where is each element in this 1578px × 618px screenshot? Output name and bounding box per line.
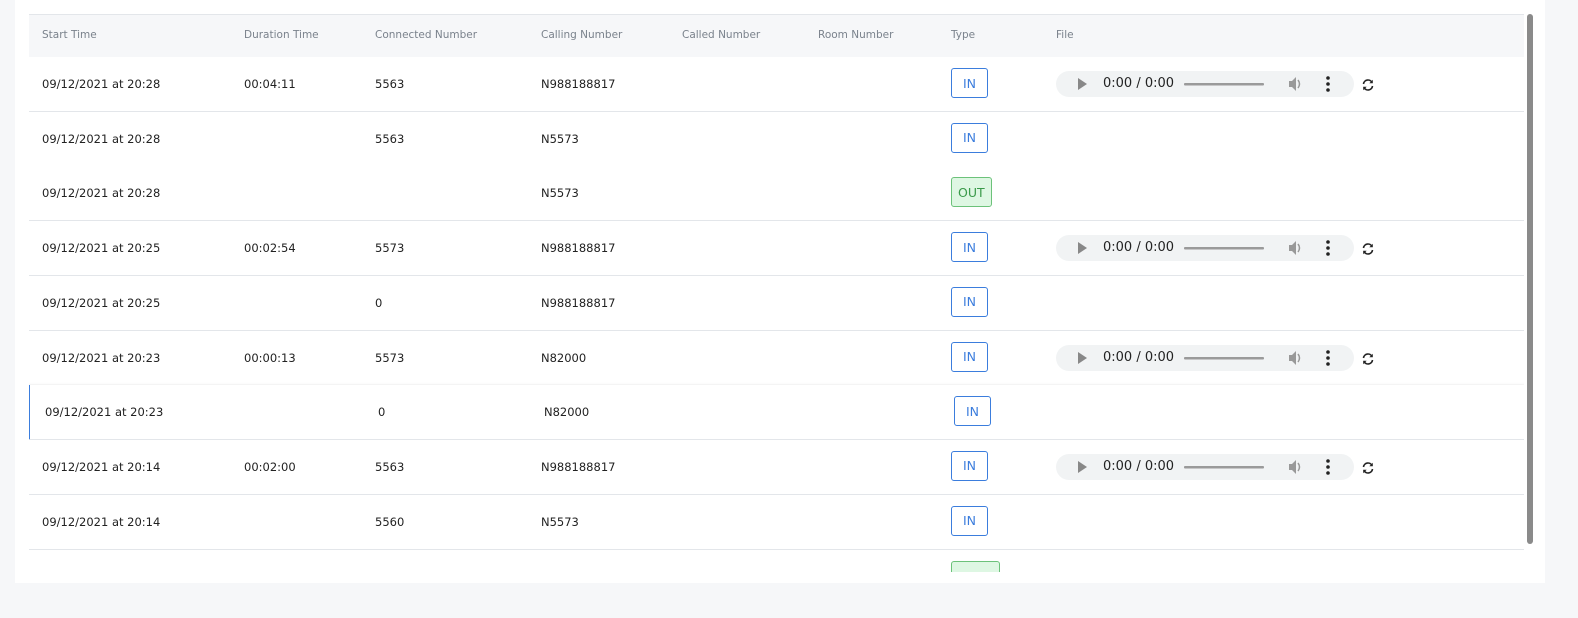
cell-text: 09/12/2021 at 20:14: [42, 459, 161, 474]
table-row[interactable]: 09/12/2021 at 20:28 N5573 OUT: [29, 166, 1524, 222]
cell-text: N5573: [541, 131, 579, 146]
audio-time: 0:00 / 0:00: [1103, 349, 1175, 365]
column-header[interactable]: Start Time: [42, 29, 97, 41]
cell-text: 00:02:00: [244, 459, 296, 474]
column-header[interactable]: Called Number: [682, 29, 761, 41]
cell-text: 5573: [375, 241, 405, 256]
cell-text: 09/12/2021 at 20:25: [42, 295, 161, 310]
audio-player[interactable]: 0:00 / 0:00: [1056, 453, 1354, 480]
table-row[interactable]: 09/12/2021 at 20:14 00:02:00 5563 N98818881…: [29, 439, 1524, 495]
type-badge: IN: [954, 396, 991, 427]
type-badge: IN: [951, 122, 988, 153]
type-badge: IN: [951, 68, 988, 98]
cell-text: 5563: [375, 131, 405, 146]
cell-text: 09/12/2021 at 20:25: [42, 241, 161, 256]
cell-text: 0: [375, 295, 383, 310]
table-row[interactable]: 09/12/2021 at 20:28 00:04:11 5563 N98818881…: [29, 57, 1524, 112]
cell-text: 5563: [375, 77, 405, 91]
cell-text: 09/12/2021 at 20:23: [42, 350, 161, 365]
table-row[interactable]: 09/12/2021 at 20:25 0 N988188817 IN: [29, 275, 1524, 331]
audio-player[interactable]: 0:00 / 0:00: [1056, 235, 1354, 262]
refresh-icon[interactable]: [1361, 77, 1375, 96]
scrollbar[interactable]: [1527, 14, 1533, 544]
cell-text: N5573: [541, 186, 579, 201]
column-header[interactable]: Duration Time: [244, 29, 319, 41]
audio-time: 0:00 / 0:00: [1103, 240, 1175, 256]
cell-text: N82000: [541, 350, 587, 365]
type-badge: IN: [951, 505, 988, 536]
calls-table: Start Time Duration Time Connected Number C…: [29, 14, 1524, 572]
cell-text: 5563: [375, 459, 405, 474]
cell-text: N5573: [541, 514, 579, 529]
table-row[interactable]: 09/12/2021 at 20:25 00:02:54 5573 N98818881…: [29, 221, 1524, 277]
type-badge: [951, 561, 1000, 572]
cell-text: 5560: [375, 514, 405, 529]
table-row[interactable]: 09/12/2021 at 20:14 5560 N5573 IN: [29, 494, 1524, 550]
cell-text: N988188817: [541, 295, 616, 310]
audio-player[interactable]: 0:00 / 0:00: [1056, 344, 1354, 371]
cell-text: N82000: [544, 405, 590, 420]
type-badge: IN: [951, 450, 988, 481]
type-badge: OUT: [951, 177, 992, 208]
refresh-icon[interactable]: [1361, 460, 1375, 479]
column-header[interactable]: Room Number: [818, 29, 894, 41]
column-header[interactable]: Connected Number: [375, 29, 478, 41]
cell-text: 09/12/2021 at 20:14: [42, 514, 161, 529]
player-controls[interactable]: [1056, 71, 1354, 97]
audio-time: 0:00 / 0:00: [1103, 458, 1175, 474]
table-row[interactable]: 09/12/2021 at 20:23 0 N82000 IN: [29, 385, 1524, 441]
cell-text: 00:02:54: [244, 241, 296, 256]
cell-text: 09/12/2021 at 20:28: [42, 131, 161, 146]
cell-text: 09/12/2021 at 20:28: [42, 186, 161, 201]
cell-text: 09/12/2021 at 20:23: [45, 405, 164, 420]
refresh-icon[interactable]: [1361, 351, 1375, 370]
table-row[interactable]: 09/12/2021 at 20:28 5563 N5573 IN: [29, 111, 1524, 167]
type-badge: IN: [951, 232, 988, 263]
cell-text: 0: [378, 405, 386, 420]
audio-player[interactable]: 0:00 / 0:00: [1056, 71, 1354, 97]
cell-text: 00:00:13: [244, 350, 296, 365]
table-header: Start Time Duration Time Connected Number C…: [29, 14, 1524, 58]
cell-text: 09/12/2021 at 20:28: [42, 77, 161, 91]
cell-text: 00:04:11: [244, 77, 296, 91]
cell-text: N988188817: [541, 241, 616, 256]
refresh-icon[interactable]: [1361, 241, 1375, 260]
table-row[interactable]: 09/12/2021 at 20:23 00:00:13 5573 N82000 IN 0…: [29, 330, 1524, 386]
column-header[interactable]: Calling Number: [541, 29, 623, 41]
type-badge: IN: [951, 286, 988, 317]
audio-time: 0:00 / 0:00: [1103, 76, 1175, 91]
player-controls[interactable]: [1056, 235, 1354, 261]
type-badge: IN: [951, 341, 988, 372]
cell-text: 5573: [375, 350, 405, 365]
player-controls[interactable]: [1056, 454, 1354, 480]
cell-text: N988188817: [541, 77, 616, 91]
player-controls[interactable]: [1056, 345, 1354, 371]
column-header[interactable]: File: [1056, 29, 1074, 41]
cell-text: N988188817: [541, 459, 616, 474]
column-header[interactable]: Type: [951, 29, 976, 41]
